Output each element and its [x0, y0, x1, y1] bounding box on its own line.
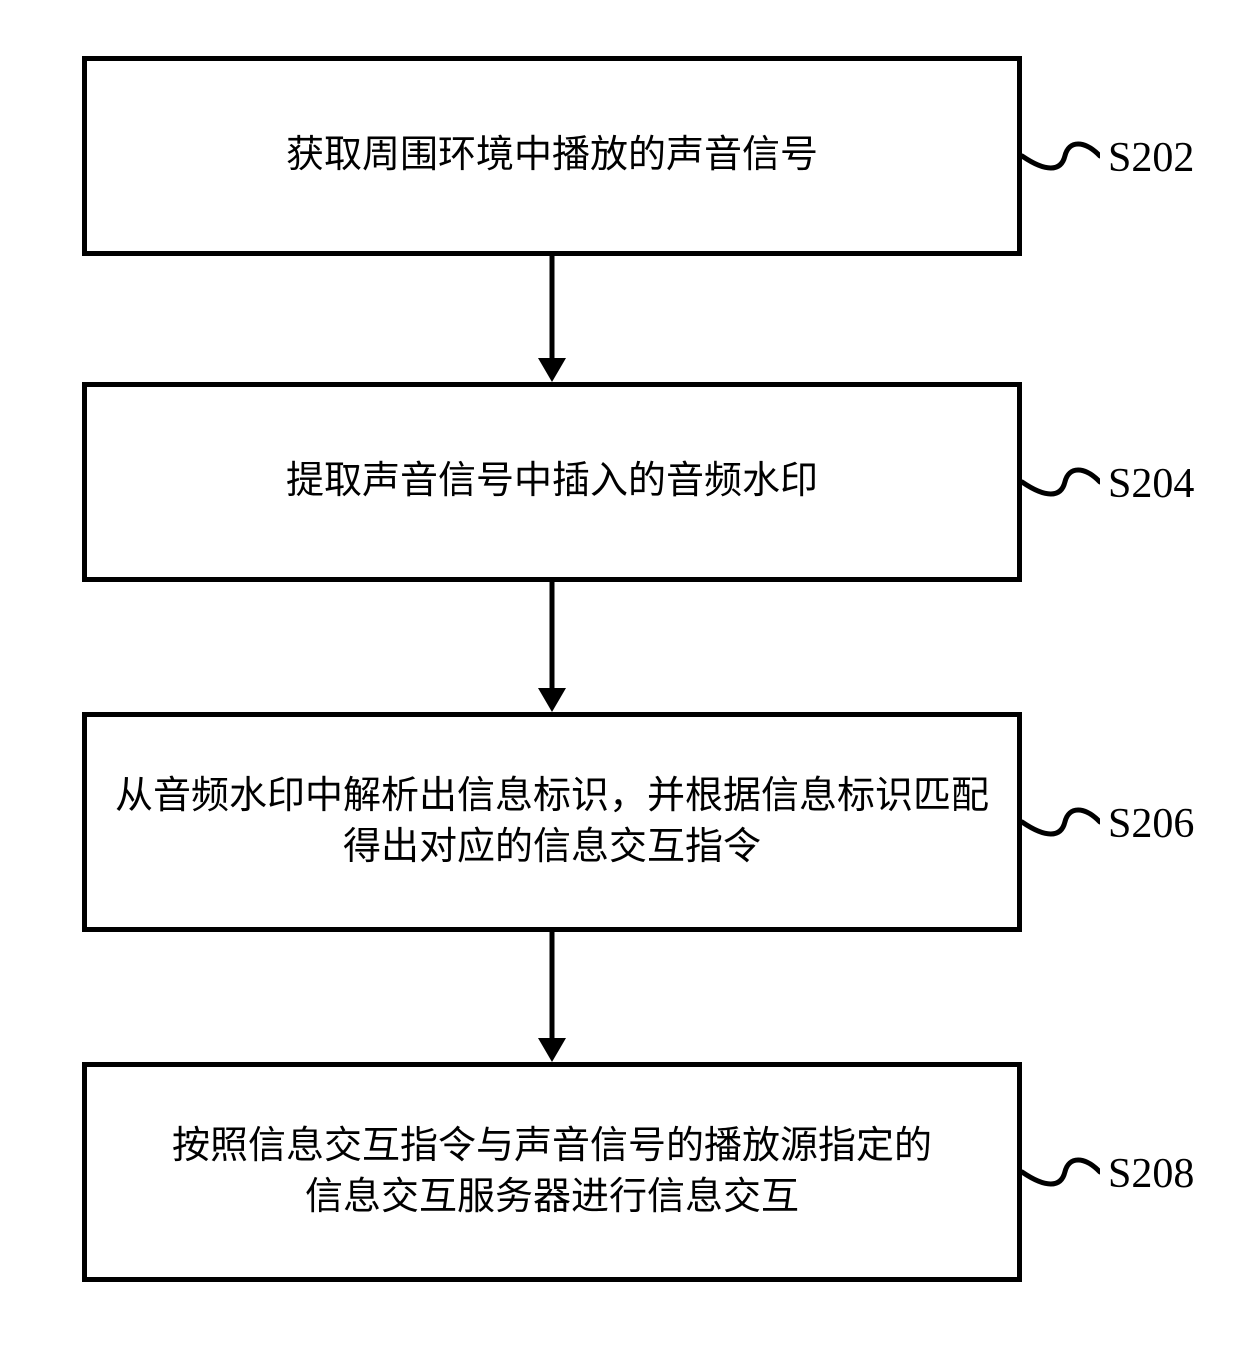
step-label-s208: S208 [1108, 1150, 1194, 1198]
flow-step-3: 从音频水印中解析出信息标识，并根据信息标识匹配 得出对应的信息交互指令 [82, 712, 1022, 932]
flow-step-text: 获取周围环境中播放的声音信号 [262, 130, 842, 181]
step-label-connector-4 [1022, 1151, 1100, 1193]
flow-arrow-1 [536, 256, 568, 382]
flow-step-2: 提取声音信号中插入的音频水印 [82, 382, 1022, 582]
step-label-s206: S206 [1108, 800, 1194, 848]
flow-step-1: 获取周围环境中播放的声音信号 [82, 56, 1022, 256]
step-label-connector-3 [1022, 801, 1100, 843]
flow-step-4: 按照信息交互指令与声音信号的播放源指定的 信息交互服务器进行信息交互 [82, 1062, 1022, 1282]
flow-step-text: 从音频水印中解析出信息标识，并根据信息标识匹配 得出对应的信息交互指令 [91, 771, 1013, 874]
step-label-connector-1 [1022, 135, 1100, 177]
flow-step-text: 按照信息交互指令与声音信号的播放源指定的 信息交互服务器进行信息交互 [148, 1121, 956, 1224]
flowchart-canvas: 获取周围环境中播放的声音信号提取声音信号中插入的音频水印从音频水印中解析出信息标… [0, 0, 1240, 1351]
step-label-s204: S204 [1108, 460, 1194, 508]
step-label-s202: S202 [1108, 134, 1194, 182]
step-label-connector-2 [1022, 461, 1100, 503]
flow-arrow-3 [536, 932, 568, 1062]
flow-arrow-2 [536, 582, 568, 712]
flow-step-text: 提取声音信号中插入的音频水印 [262, 456, 842, 507]
